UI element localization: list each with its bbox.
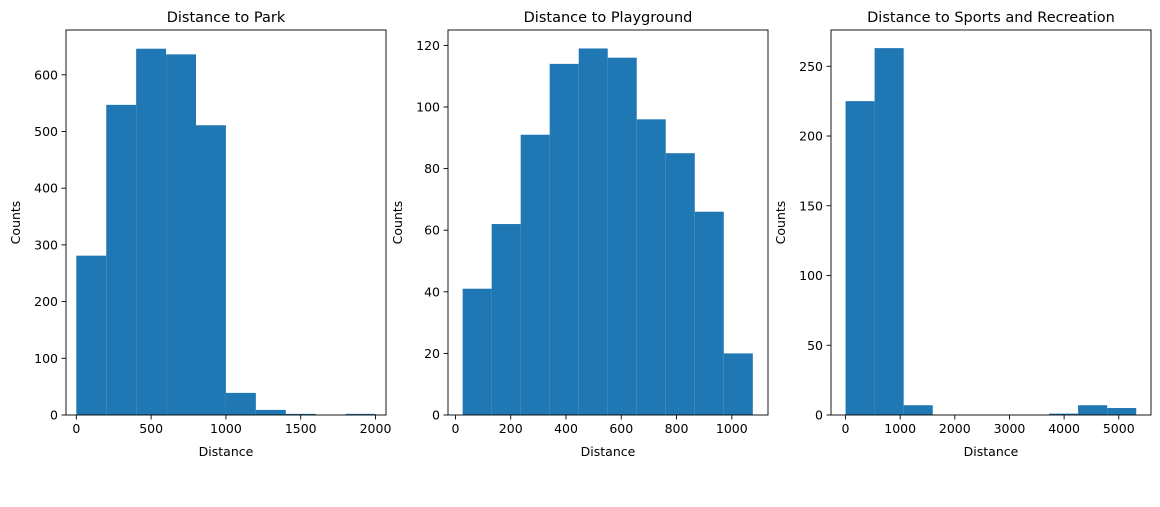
y-tick-label: 20: [424, 346, 440, 361]
chart-title: Distance to Park: [167, 10, 286, 26]
histogram-bar: [255, 409, 286, 415]
y-tick-label: 100: [34, 351, 58, 366]
histogram-bar: [491, 224, 521, 415]
y-tick-label: 500: [34, 124, 58, 139]
axes-frame: [830, 29, 1152, 416]
y-tick-label: 0: [50, 408, 58, 423]
y-tick-label: 40: [424, 284, 440, 299]
y-tick-label: 250: [799, 59, 823, 74]
y-axis-label: Counts: [773, 201, 788, 245]
chart-title: Distance to Sports and Recreation: [867, 10, 1115, 26]
x-tick-label: 400: [554, 421, 578, 436]
x-tick-label: 800: [665, 421, 689, 436]
y-tick-label: 50: [807, 338, 823, 353]
x-axis-label: Distance: [581, 444, 636, 459]
y-tick-label: 120: [416, 38, 440, 53]
histogram-bar: [665, 153, 695, 415]
y-tick-label: 0: [432, 408, 440, 423]
y-tick-label: 400: [34, 181, 58, 196]
x-tick-label: 2000: [360, 421, 392, 436]
histogram-bar: [196, 125, 226, 415]
y-axis-label: Counts: [8, 201, 23, 245]
histogram-bar: [1049, 413, 1079, 415]
histogram-bar: [76, 255, 107, 415]
histogram-bar: [1078, 405, 1108, 415]
histogram-bar: [845, 101, 875, 415]
chart-title: Distance to Playground: [524, 10, 693, 26]
x-tick-label: 4000: [1048, 421, 1080, 436]
histogram-bar: [1107, 408, 1137, 415]
y-tick-label: 300: [34, 237, 58, 252]
x-tick-label: 500: [139, 421, 163, 436]
y-tick-label: 0: [815, 408, 823, 423]
histogram-bar: [694, 211, 724, 415]
histogram-bar: [520, 134, 550, 415]
x-tick-label: 1000: [884, 421, 916, 436]
histogram-bar: [549, 63, 579, 415]
histogram-bar: [106, 104, 137, 415]
histogram-bar: [607, 57, 637, 415]
x-tick-label: 1000: [210, 421, 242, 436]
histogram-bar: [285, 413, 316, 415]
histogram-bar: [345, 413, 376, 415]
axes-frame: [447, 29, 769, 416]
x-axis-label: Distance: [964, 444, 1019, 459]
x-tick-label: 0: [842, 421, 850, 436]
playground-histogram-panel: 0 200 400 600 800 1000 0 20 40 60 80 100 120 Distance…: [390, 10, 769, 459]
x-tick-label: 1500: [285, 421, 317, 436]
histogram-bar: [225, 392, 256, 415]
sports-recreation-histogram-panel: 0 1000 2000 3000 4000 5000 0 50 100 150 200 250 Dist…: [773, 10, 1152, 459]
y-tick-label: 100: [416, 100, 440, 115]
y-axis-label: Counts: [390, 201, 405, 245]
x-tick-label: 0: [72, 421, 80, 436]
x-axis-label: Distance: [199, 444, 254, 459]
x-tick-label: 200: [499, 421, 523, 436]
histogram-bar: [166, 54, 196, 415]
x-tick-label: 0: [451, 421, 459, 436]
histogram-bar: [874, 48, 904, 415]
y-tick-label: 150: [799, 198, 823, 213]
y-tick-label: 80: [424, 161, 440, 176]
x-tick-label: 3000: [994, 421, 1026, 436]
y-tick-label: 600: [34, 67, 58, 82]
histogram-bar: [578, 48, 608, 415]
y-tick-label: 60: [424, 223, 440, 238]
park-histogram-panel: 0 500 1000 1500 2000 0 100 200 300 400 500 600 Dista…: [8, 10, 391, 459]
x-tick-label: 5000: [1103, 421, 1135, 436]
y-tick-label: 100: [799, 268, 823, 283]
x-tick-label: 1000: [716, 421, 748, 436]
x-tick-label: 2000: [939, 421, 971, 436]
histogram-bar: [723, 353, 753, 415]
y-tick-label: 200: [34, 294, 58, 309]
histogram-bar: [462, 288, 492, 415]
histogram-bar: [636, 119, 666, 415]
histogram-bar: [136, 48, 167, 416]
x-tick-label: 600: [609, 421, 633, 436]
histogram-bar: [903, 405, 933, 415]
y-tick-label: 200: [799, 129, 823, 144]
